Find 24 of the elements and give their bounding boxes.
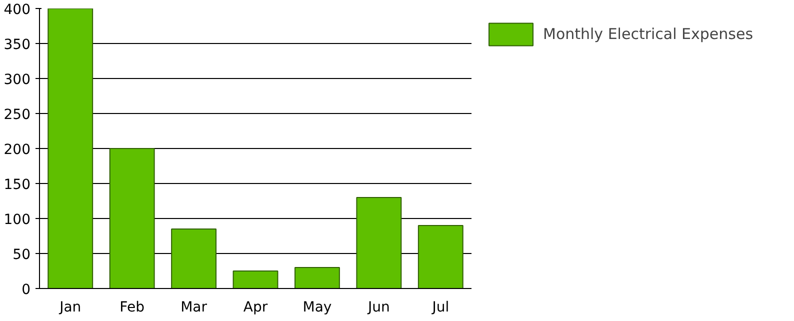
bar [294, 267, 340, 288]
y-tick-label: 250 [4, 107, 31, 123]
y-tick-label: 150 [4, 177, 31, 193]
x-tick-label: Apr [243, 300, 268, 316]
y-tick-label: 350 [4, 37, 31, 53]
bar [109, 148, 155, 288]
y-tick-label: 0 [22, 282, 31, 298]
bar [171, 228, 217, 288]
bar [232, 270, 278, 288]
x-tick-label: Jan [58, 300, 82, 316]
x-tick-label: Jul [431, 300, 450, 316]
legend-label: Monthly Electrical Expenses [543, 25, 754, 43]
x-tick-label: May [302, 300, 332, 316]
x-tick-label: Feb [120, 300, 145, 316]
x-tick-label: Mar [180, 300, 208, 316]
y-tick-label: 300 [4, 72, 31, 88]
y-tick-label: 400 [4, 2, 31, 18]
y-tick-label: 200 [4, 142, 31, 158]
y-tick-label: 100 [4, 212, 31, 228]
bar [356, 197, 402, 288]
x-tick-label: Jun [366, 300, 390, 316]
bar [48, 8, 94, 288]
y-tick-label: 50 [12, 247, 31, 263]
bar [418, 225, 464, 288]
